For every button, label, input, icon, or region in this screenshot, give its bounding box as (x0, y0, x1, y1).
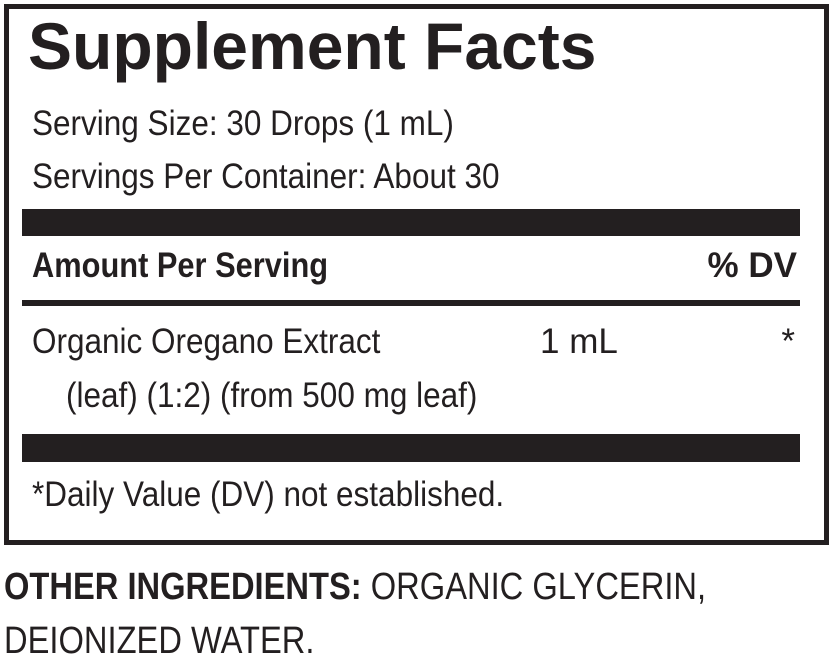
ingredient-name: Organic Oregano Extract (32, 322, 381, 361)
amount-header: Amount Per Serving (32, 246, 329, 285)
footnote: *Daily Value (DV) not established. (32, 475, 505, 514)
ingredient-dv: * (781, 322, 795, 361)
thick-rule (22, 434, 800, 462)
title: Supplement Facts (28, 9, 597, 83)
ingredient-detail: (leaf) (1:2) (from 500 mg leaf) (66, 376, 478, 415)
other-ingredients-text: ORGANIC GLYCERIN, DEIONIZED WATER. (4, 566, 707, 662)
other-ingredients-heading: OTHER INGREDIENTS: (4, 566, 362, 608)
ingredient-amount: 1 mL (540, 322, 618, 361)
rule (22, 300, 800, 306)
dv-header: % DV (707, 246, 797, 285)
other-ingredients: OTHER INGREDIENTS: ORGANIC GLYCERIN, DEI… (4, 560, 830, 668)
facts-panel (4, 4, 829, 545)
thick-rule (22, 209, 800, 236)
serving-size: Serving Size: 30 Drops (1 mL) (32, 104, 454, 143)
servings-per-container: Servings Per Container: About 30 (32, 157, 500, 196)
